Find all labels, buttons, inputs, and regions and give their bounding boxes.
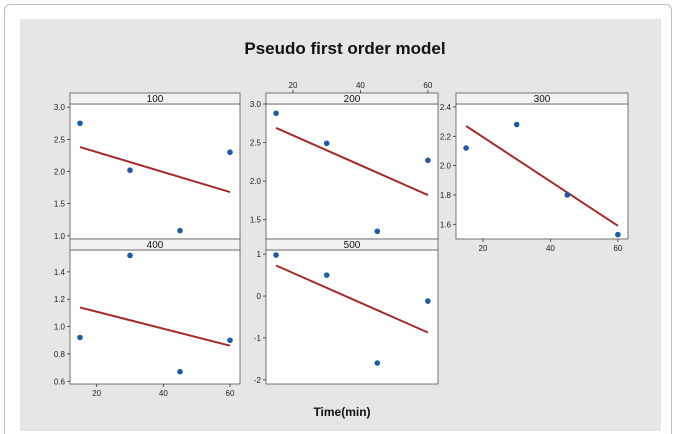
x-tick-label: 40 [159,389,168,398]
data-point [127,252,133,259]
facet-strip [69,238,241,251]
y-tick-label: 1.2 [54,295,66,304]
y-tick-label: 0.6 [54,377,66,386]
x-tick-label: 20 [479,244,488,253]
y-tick-label: 1.6 [440,220,452,229]
x-tick-label: 60 [613,244,622,253]
data-point [513,121,520,128]
facet-strip [455,92,629,105]
data-point [425,298,431,304]
data-point [615,231,621,238]
data-point [425,157,431,164]
facet-strip-label: 500 [344,240,361,251]
data-point [374,228,381,235]
fit-line [79,306,231,347]
plot-area [455,103,629,240]
data-point [77,334,83,341]
y-tick-label: 1.8 [440,191,452,200]
y-tick-label: 2.5 [54,135,66,144]
facet-panel-500: 500 -2 -1 0 1 [254,238,439,385]
data-point [227,149,233,156]
data-point [273,252,279,258]
y-tick-label: 1 [257,250,262,259]
fit-line [465,125,619,227]
y-tick-label: 2.0 [440,162,452,171]
y-tick-label: 2.5 [250,139,262,148]
data-point [564,192,571,198]
x-tick-label: 20 [92,389,101,398]
y-tick-label: 1.0 [54,232,66,241]
facet-strip-label: 200 [344,94,361,105]
x-tick-label: 40 [356,81,365,90]
plot-area [265,103,439,240]
data-point [177,368,183,375]
x-tick-label: 60 [226,389,235,398]
facet-panel-400: 400 0.6 0.8 1.0 1.2 1.4 20 40 60 [54,238,241,398]
fit-line [79,146,231,194]
facet-strip [69,92,241,105]
fit-line [275,126,429,196]
facet-strip [265,238,439,251]
y-tick-label: -1 [254,334,262,343]
data-point [273,110,279,117]
y-tick-label: 2.2 [440,132,452,141]
data-point [177,227,183,234]
data-point [374,360,381,366]
facet-panel-100: 100 1.0 1.5 2.0 2.5 3.0 [54,92,241,241]
y-tick-label: 1.4 [54,268,66,277]
x-axis-title: Time(min) [313,405,370,419]
fit-line [275,264,429,334]
plot-area [265,249,439,385]
y-tick-label: 0.8 [54,350,66,359]
y-tick-label: 2.0 [250,177,262,186]
y-tick-label: 2.0 [54,168,66,177]
y-tick-label: 1.5 [250,216,262,225]
facet-panel-300: 300 1.6 1.8 2.0 2.2 2.4 20 40 60 [440,92,629,253]
y-tick-label: 0 [257,292,262,301]
x-tick-label: 20 [289,81,298,90]
data-point [127,167,133,174]
data-point [323,140,330,147]
facet-strip-label: 300 [534,94,551,105]
data-point [227,337,233,344]
facet-strip-label: 400 [147,240,164,251]
y-tick-label: 1.0 [54,323,66,332]
facet-strip [265,92,439,105]
plot-area [69,103,241,240]
x-tick-label: 40 [546,244,555,253]
y-tick-label: -2 [254,376,262,385]
data-point [463,145,469,151]
y-tick-label: 3.0 [54,103,66,112]
data-point [77,120,83,127]
facet-panel-200: 200 1.5 2.0 2.5 3.0 20 40 60 [250,81,439,240]
chart-title: Pseudo first order model [244,39,445,58]
plot-area [69,249,241,385]
x-tick-label: 60 [423,81,432,90]
facet-strip-label: 100 [147,94,164,105]
data-point [323,272,330,278]
y-tick-label: 1.5 [54,200,66,209]
y-tick-label: 2.4 [440,103,452,112]
y-tick-label: 3.0 [250,100,262,109]
